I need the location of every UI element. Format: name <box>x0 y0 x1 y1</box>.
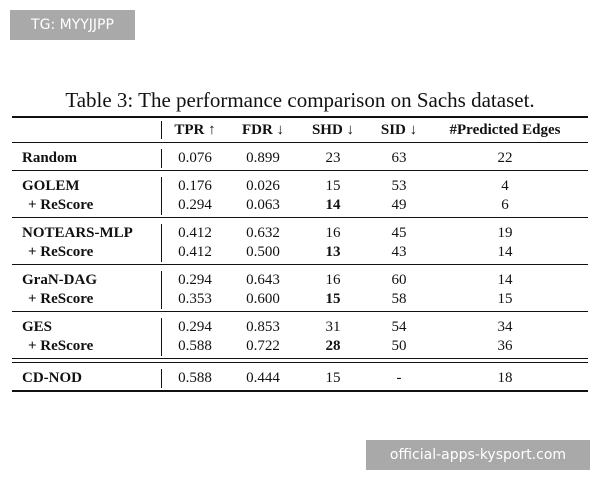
table-cell: 16 <box>325 225 341 241</box>
column-separator <box>161 318 162 356</box>
table-rule <box>12 390 588 392</box>
column-header: FDR ↓ <box>241 122 285 138</box>
table-cell: 23 <box>325 150 341 166</box>
table-cell: 14 <box>497 272 513 288</box>
table-cell: 50 <box>391 338 407 354</box>
table-cell: 0.444 <box>246 370 280 386</box>
table-cell: 0.500 <box>246 244 280 260</box>
table-cell: 0.412 <box>178 225 212 241</box>
table-rule <box>12 217 588 218</box>
row-method: GOLEM <box>22 178 80 194</box>
table-cell: 18 <box>497 370 513 386</box>
column-header: SHD ↓ <box>311 122 355 138</box>
column-separator <box>161 224 162 262</box>
table-cell: 0.643 <box>246 272 280 288</box>
table-cell: 31 <box>325 319 341 335</box>
table-cell: 15 <box>325 370 341 386</box>
table-cell: 0.853 <box>246 319 280 335</box>
table-cell: 14 <box>497 244 513 260</box>
table-cell: 0.294 <box>178 272 212 288</box>
table-cell: 19 <box>497 225 513 241</box>
watermark: TG: MYYJJPP <box>10 10 135 40</box>
table-cell: 15 <box>325 291 341 307</box>
column-header: TPR ↑ <box>174 122 216 138</box>
column-header: SID ↓ <box>380 122 418 138</box>
table-cell: 0.600 <box>246 291 280 307</box>
table-cell: 54 <box>391 319 407 335</box>
table-cell: 6 <box>501 197 509 213</box>
row-method: NOTEARS-MLP <box>22 225 133 241</box>
table-cell: 22 <box>497 150 513 166</box>
table-cell: 14 <box>325 197 341 213</box>
table-rule <box>12 311 588 312</box>
table-cell: - <box>396 370 402 386</box>
table-cell: 0.722 <box>246 338 280 354</box>
column-separator <box>161 177 162 215</box>
table-cell: 58 <box>391 291 407 307</box>
row-method: + ReScore <box>28 197 94 213</box>
table-rule <box>12 362 588 363</box>
table-cell: 0.294 <box>178 319 212 335</box>
table-cell: 0.899 <box>246 150 280 166</box>
table-cell: 0.588 <box>178 370 212 386</box>
table-cell: 4 <box>501 178 509 194</box>
column-header: #Predicted Edges <box>449 122 561 138</box>
table-caption: Table 3: The performance comparison on S… <box>65 88 535 112</box>
table-cell: 0.294 <box>178 197 212 213</box>
table-cell: 0.632 <box>246 225 280 241</box>
row-method: CD-NOD <box>22 370 82 386</box>
table-cell: 15 <box>497 291 513 307</box>
table-cell: 0.176 <box>178 178 212 194</box>
table-rule <box>12 170 588 171</box>
table-rule <box>12 358 588 359</box>
table-rule <box>12 116 588 118</box>
table-cell: 45 <box>391 225 407 241</box>
table-rule <box>12 142 588 143</box>
table-cell: 28 <box>325 338 341 354</box>
table-cell: 0.588 <box>178 338 212 354</box>
row-method: + ReScore <box>28 338 94 354</box>
row-method: + ReScore <box>28 291 94 307</box>
table-cell: 0.026 <box>246 178 280 194</box>
row-method: Random <box>22 150 78 166</box>
table-cell: 0.076 <box>178 150 212 166</box>
table-cell: 36 <box>497 338 513 354</box>
table-cell: 0.412 <box>178 244 212 260</box>
column-separator <box>161 149 162 168</box>
table-rule <box>12 264 588 265</box>
watermark: official-apps-kysport.com <box>366 440 590 470</box>
table-cell: 15 <box>325 178 341 194</box>
table-cell: 0.353 <box>178 291 212 307</box>
row-method: + ReScore <box>28 244 94 260</box>
column-separator <box>161 369 162 388</box>
table-cell: 53 <box>391 178 407 194</box>
table-cell: 63 <box>391 150 407 166</box>
table-cell: 13 <box>325 244 341 260</box>
table-cell: 49 <box>391 197 407 213</box>
table-cell: 0.063 <box>246 197 280 213</box>
row-method: GES <box>22 319 53 335</box>
column-separator <box>161 121 162 139</box>
table-cell: 16 <box>325 272 341 288</box>
table-cell: 60 <box>391 272 407 288</box>
table-cell: 34 <box>497 319 513 335</box>
row-method: GraN-DAG <box>22 272 97 288</box>
column-separator <box>161 271 162 309</box>
table-cell: 43 <box>391 244 407 260</box>
